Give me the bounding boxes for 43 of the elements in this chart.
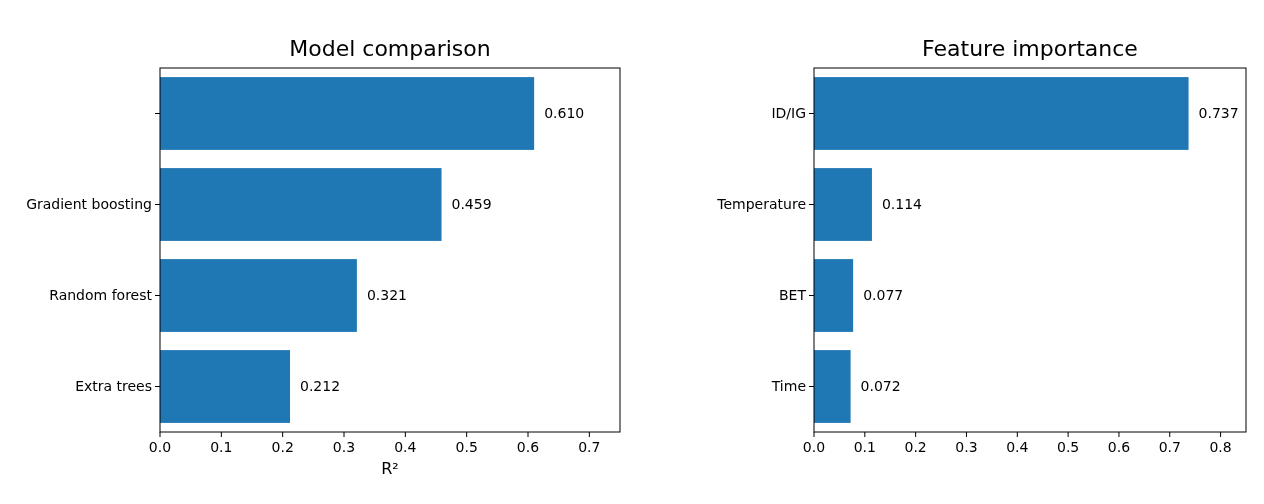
x-tick-label: 0.3: [955, 439, 978, 455]
x-tick-label: 0.7: [578, 439, 601, 455]
bar: [814, 259, 854, 332]
data-label: 0.212: [300, 378, 341, 395]
x-tick-label: 0.0: [802, 439, 826, 455]
bar: [814, 77, 1189, 150]
y-tick-label: Temperature: [716, 196, 806, 213]
bar: [160, 350, 291, 423]
x-tick-label: 0.7: [1158, 439, 1181, 455]
y-tick-label: Random forest: [49, 287, 153, 304]
bar: [160, 168, 442, 241]
x-tick-label: 0.5: [1056, 439, 1080, 455]
x-tick-label: 0.6: [1107, 439, 1131, 455]
y-tick-label: BET: [778, 287, 807, 304]
bar: [160, 259, 357, 332]
x-tick-label: 0.5: [455, 439, 478, 455]
y-tick-label: ID/IG: [771, 105, 806, 122]
data-label: 0.459: [451, 196, 492, 213]
x-tick-label: 0.2: [271, 439, 294, 455]
data-label: 0.114: [881, 196, 923, 213]
x-tick-label: 0.6: [516, 439, 540, 455]
x-tick-label: 0.2: [904, 439, 927, 455]
x-tick-label: 0.0: [148, 439, 172, 455]
bar: [814, 168, 872, 241]
x-tick-label: 0.4: [1006, 439, 1029, 455]
bar: [160, 77, 535, 150]
x-tick-label: 0.8: [1209, 439, 1232, 455]
chart-title: Model comparison: [289, 36, 491, 61]
x-tick-label: 0.1: [210, 439, 233, 455]
y-tick-label: Gradient boosting: [26, 196, 152, 213]
y-tick-label: Extra trees: [75, 378, 152, 395]
x-tick-label: 0.3: [332, 439, 356, 455]
data-label: 0.321: [366, 287, 407, 304]
chart-title: Feature importance: [922, 36, 1138, 61]
x-tick-label: 0.4: [394, 439, 417, 455]
y-tick-label: Time: [770, 378, 806, 395]
data-label: 0.737: [1198, 105, 1239, 122]
x-axis-title: R²: [381, 459, 399, 478]
data-label: 0.072: [860, 378, 901, 395]
bar: [814, 350, 851, 423]
data-label: 0.077: [863, 287, 904, 304]
x-tick-label: 0.1: [853, 439, 876, 455]
data-label: 0.610: [544, 105, 585, 122]
